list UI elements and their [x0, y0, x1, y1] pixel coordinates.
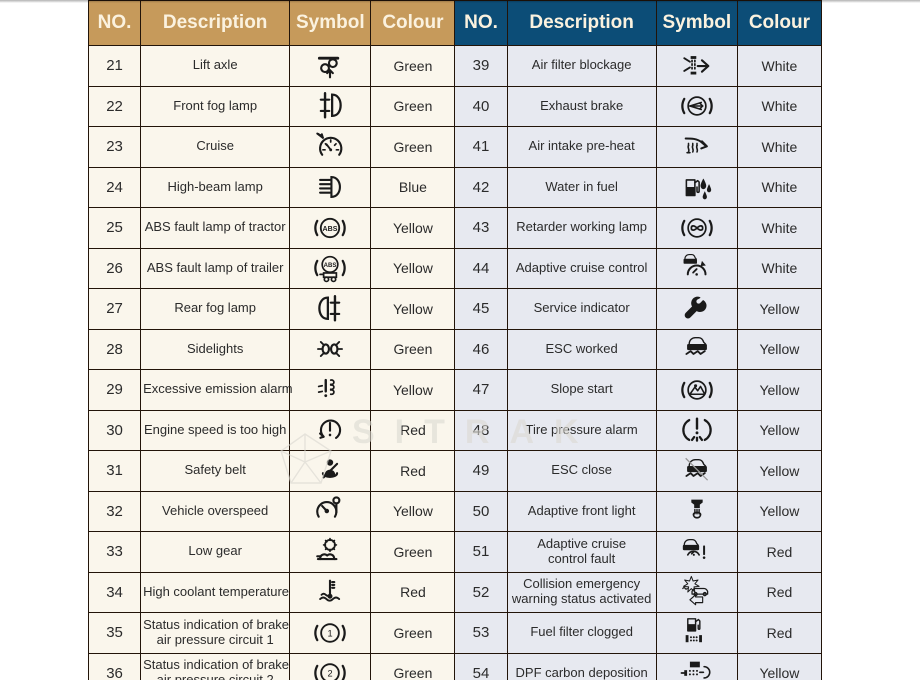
svg-text:2: 2 [328, 669, 333, 679]
svg-text:1: 1 [328, 628, 333, 638]
svg-text:ABS: ABS [323, 225, 338, 233]
svg-text:ABS: ABS [324, 263, 337, 269]
